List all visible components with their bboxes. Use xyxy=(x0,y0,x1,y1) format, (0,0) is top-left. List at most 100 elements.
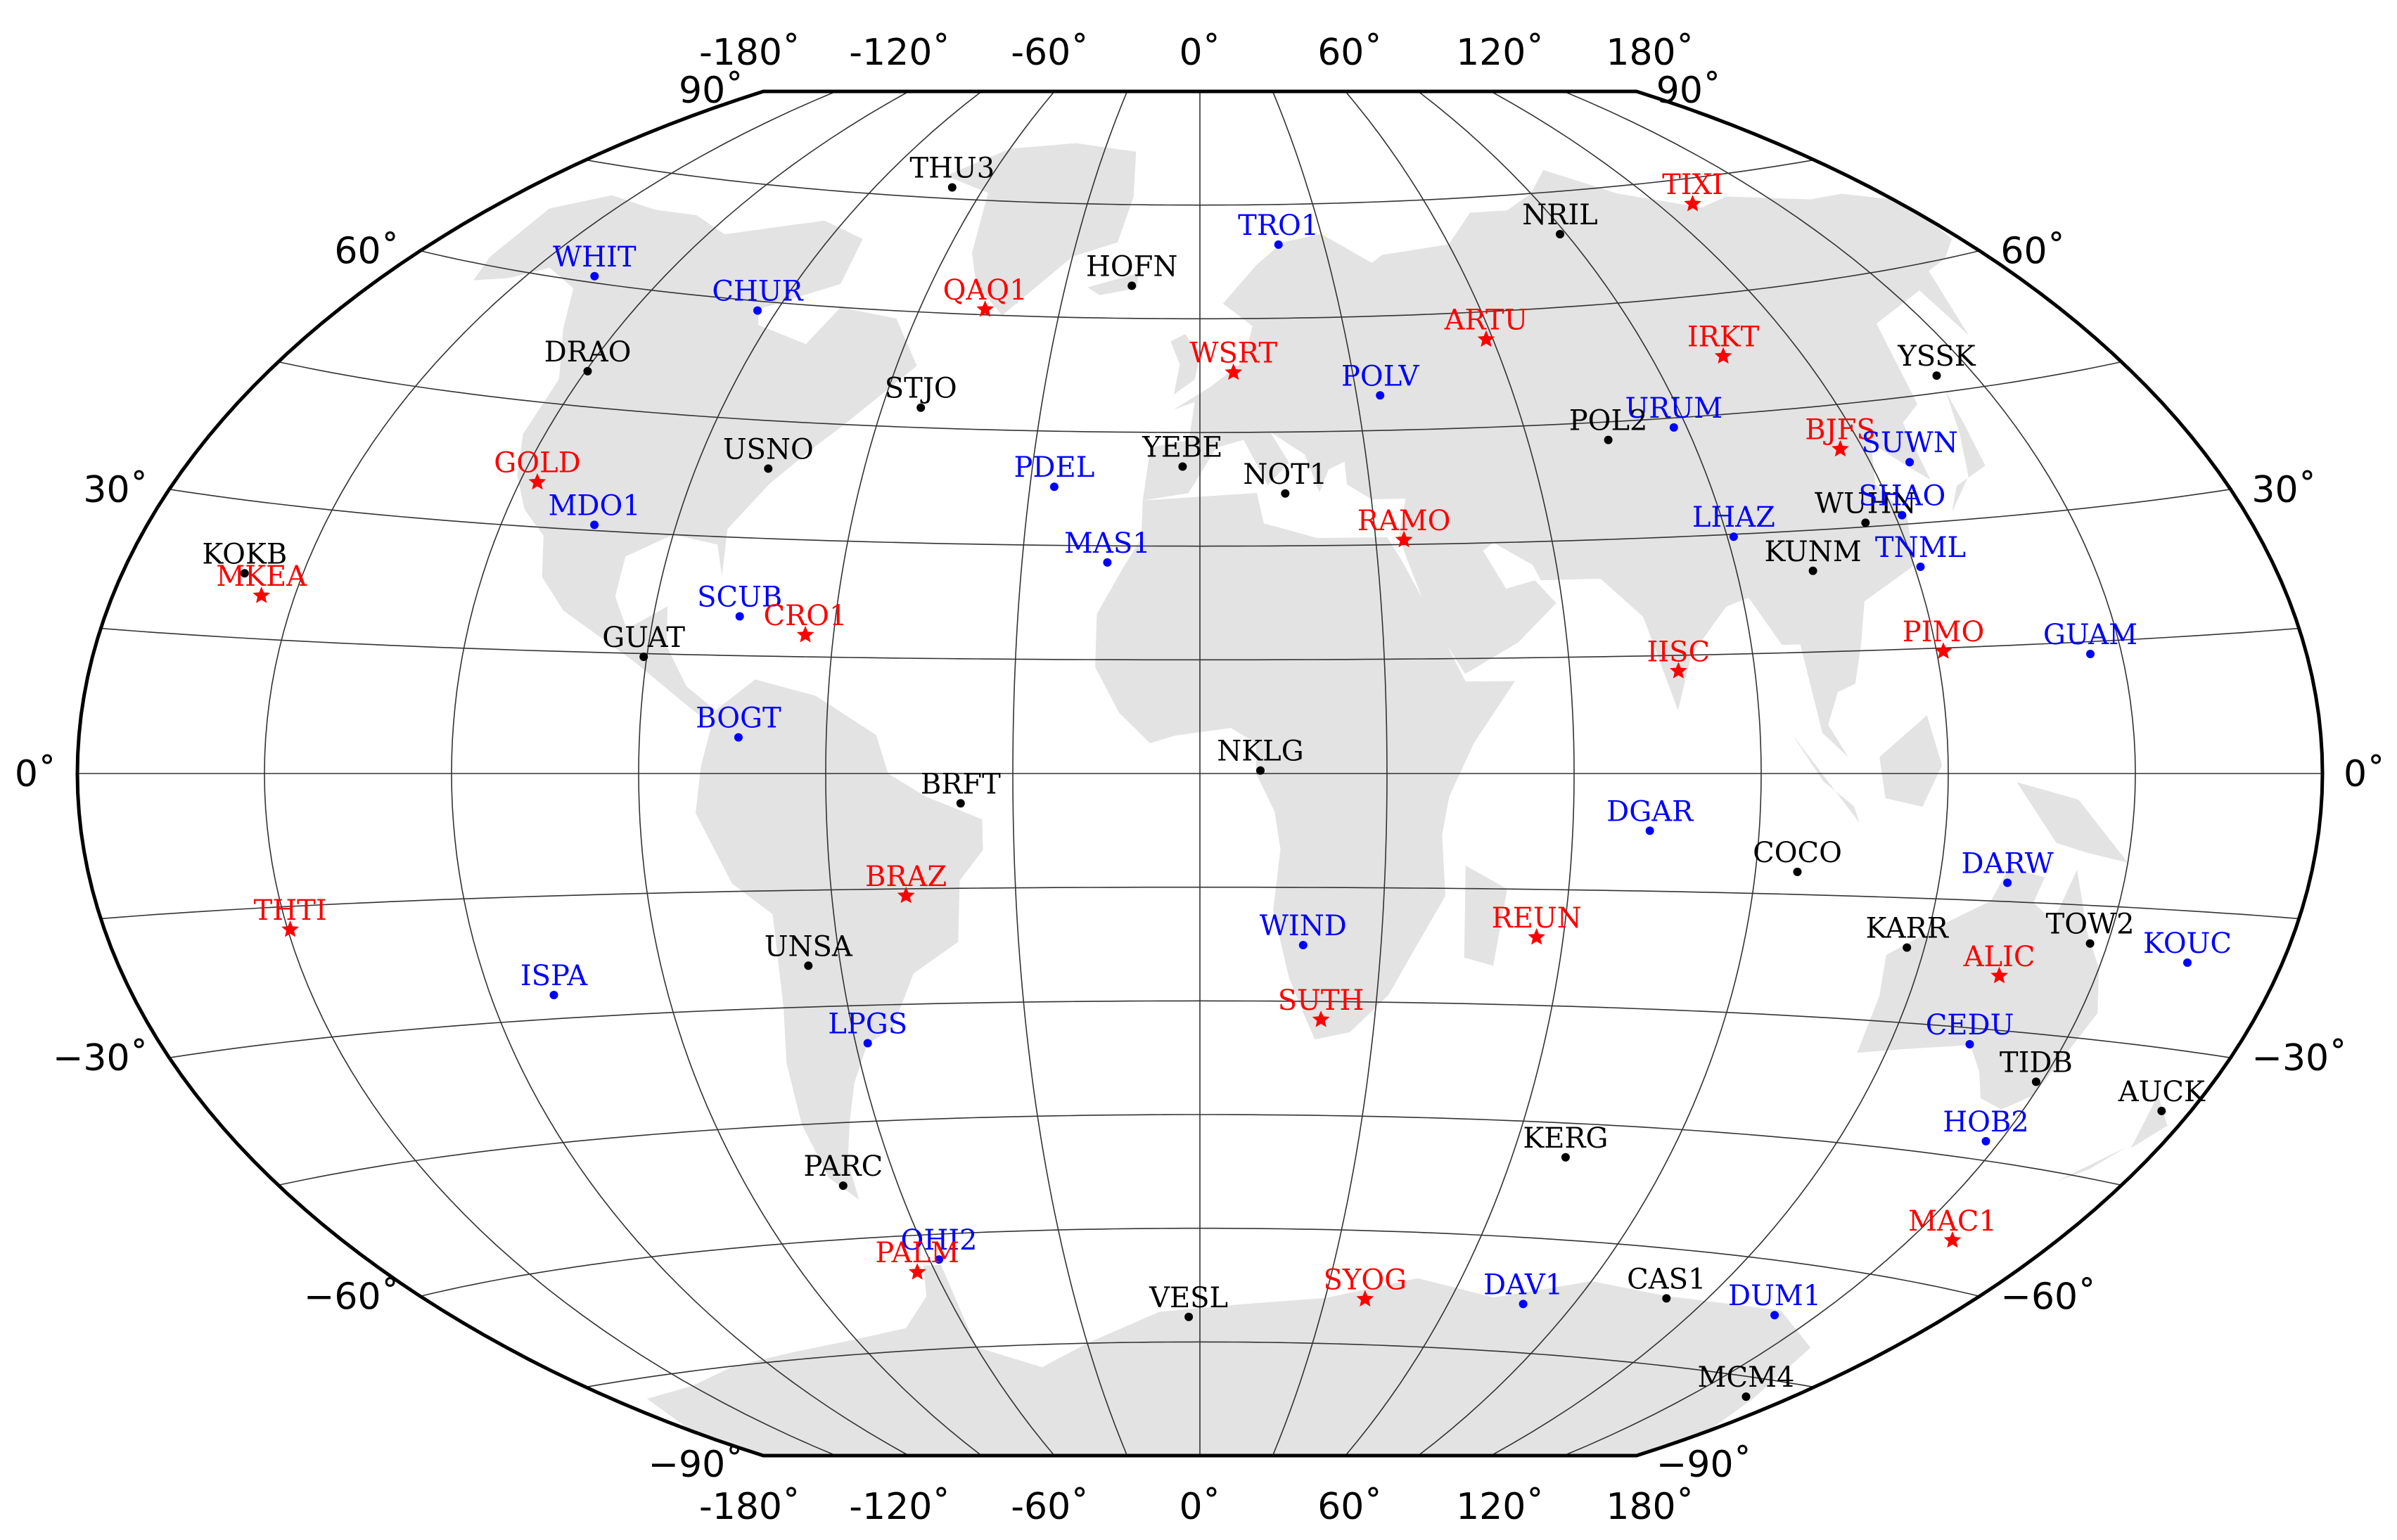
station-dot-marker xyxy=(590,520,599,530)
left-latitude-label: 90˚ xyxy=(679,70,743,112)
station-star-marker xyxy=(1832,439,1849,457)
station-darw: DARW xyxy=(1961,847,2054,887)
station-label: TRO1 xyxy=(1238,210,1319,242)
parallel-line xyxy=(278,361,2122,433)
station-mdo1: MDO1 xyxy=(548,489,641,530)
station-label: KARR xyxy=(1866,913,1950,945)
station-dot-marker xyxy=(2086,650,2095,658)
station-dot-marker xyxy=(1127,281,1137,290)
station-dot-marker xyxy=(916,403,926,412)
station-label: PIMO xyxy=(1903,616,1984,648)
parallel-line xyxy=(101,886,2299,920)
left-latitude-label: −60˚ xyxy=(304,1276,400,1318)
station-label: POLV xyxy=(1341,360,1420,392)
station-label: DGAR xyxy=(1606,795,1694,828)
station-dot-marker xyxy=(1662,1294,1671,1303)
station-label: STJO xyxy=(885,373,957,405)
station-qaq1: QAQ1 xyxy=(943,274,1028,317)
left-latitude-label: −30˚ xyxy=(53,1037,148,1079)
station-dot-marker xyxy=(1184,1312,1194,1321)
top-longitude-label: -180˚ xyxy=(699,32,800,74)
station-dot-marker xyxy=(1561,1153,1570,1162)
station-shao: SHAO xyxy=(1858,480,1945,520)
station-label: VESL xyxy=(1149,1282,1228,1314)
station-dot-marker xyxy=(1298,941,1308,949)
station-label: MCM4 xyxy=(1698,1361,1795,1394)
top-longitude-label: 180˚ xyxy=(1606,32,1694,74)
station-star-marker xyxy=(1528,928,1545,945)
station-dot-marker xyxy=(863,1039,872,1048)
station-kunm: KUNM xyxy=(1765,536,1862,575)
station-label: WIND xyxy=(1260,910,1347,942)
land-mass xyxy=(473,195,917,719)
station-stjo: STJO xyxy=(885,373,957,412)
station-dot-marker xyxy=(1770,1311,1779,1320)
station-guat: GUAT xyxy=(602,622,685,661)
station-thti: THTI xyxy=(254,894,327,937)
station-label: KERG xyxy=(1523,1122,1608,1155)
station-label: POL2 xyxy=(1569,405,1648,437)
station-label: WHIT xyxy=(553,241,637,274)
station-label: PARC xyxy=(803,1150,883,1183)
station-braz: BRAZ xyxy=(865,861,947,904)
station-chur: CHUR xyxy=(712,276,805,315)
station-label: USNO xyxy=(723,433,814,466)
station-dot-marker xyxy=(956,799,965,808)
station-tro1: TRO1 xyxy=(1238,210,1319,249)
station-label: BRFT xyxy=(921,768,1001,800)
land-mass xyxy=(1879,715,1943,807)
station-dgar: DGAR xyxy=(1606,795,1694,835)
station-label: LHAZ xyxy=(1692,501,1775,534)
station-star-marker xyxy=(1990,966,2008,984)
station-star-marker xyxy=(1312,1010,1330,1027)
station-dot-marker xyxy=(1669,423,1678,432)
station-star-marker xyxy=(796,626,814,643)
top-longitude-label: -60˚ xyxy=(1011,32,1089,74)
station-label: HOFN xyxy=(1086,250,1177,283)
station-dot-marker xyxy=(1905,458,1915,467)
station-label: REUN xyxy=(1492,902,1582,935)
station-cedu: CEDU xyxy=(1926,1009,2014,1048)
station-reun: REUN xyxy=(1492,902,1582,945)
station-suth: SUTH xyxy=(1278,984,1364,1027)
graticule xyxy=(77,91,2322,1456)
station-star-marker xyxy=(281,920,299,937)
station-star-marker xyxy=(253,586,271,603)
station-label: CHUR xyxy=(712,276,804,308)
station-brft: BRFT xyxy=(921,768,1001,808)
station-label: CRO1 xyxy=(764,600,848,632)
station-tow2: TOW2 xyxy=(2046,909,2135,948)
right-latitude-label: 30˚ xyxy=(2251,469,2316,511)
station-label: AUCK xyxy=(2118,1076,2206,1108)
station-dot-marker xyxy=(1898,511,1907,520)
left-latitude-label: 60˚ xyxy=(334,231,399,273)
left-latitude-label: −90˚ xyxy=(648,1444,743,1486)
station-label: PALM xyxy=(875,1237,959,1269)
station-dot-marker xyxy=(583,366,592,376)
station-dot-marker xyxy=(2183,958,2192,967)
parallel-line xyxy=(169,1000,2231,1058)
station-label: COCO xyxy=(1753,837,1842,869)
station-label: GOLD xyxy=(494,447,580,480)
station-alic: ALIC xyxy=(1963,941,2035,984)
station-dot-marker xyxy=(590,271,599,281)
station-label: ARTU xyxy=(1444,304,1528,337)
station-label: MAS1 xyxy=(1064,527,1151,560)
station-star-marker xyxy=(1684,195,1701,212)
station-label: BOGT xyxy=(696,702,781,735)
station-label: QAQ1 xyxy=(943,274,1028,307)
bottom-longitude-label: -180˚ xyxy=(699,1486,800,1528)
station-label: ALIC xyxy=(1963,941,2035,973)
station-label: THTI xyxy=(254,894,327,927)
station-dot-marker xyxy=(947,183,957,192)
station-dot-marker xyxy=(2085,939,2095,948)
station-wind: WIND xyxy=(1260,910,1347,949)
land-mass xyxy=(2016,782,2128,863)
station-dot-marker xyxy=(1256,766,1265,775)
land-mass xyxy=(1791,733,1860,823)
land-mass xyxy=(946,143,1137,316)
station-dot-marker xyxy=(838,1181,848,1191)
station-dot-marker xyxy=(1376,391,1385,400)
station-dot-marker xyxy=(1281,489,1290,498)
station-star-marker xyxy=(1395,530,1413,548)
